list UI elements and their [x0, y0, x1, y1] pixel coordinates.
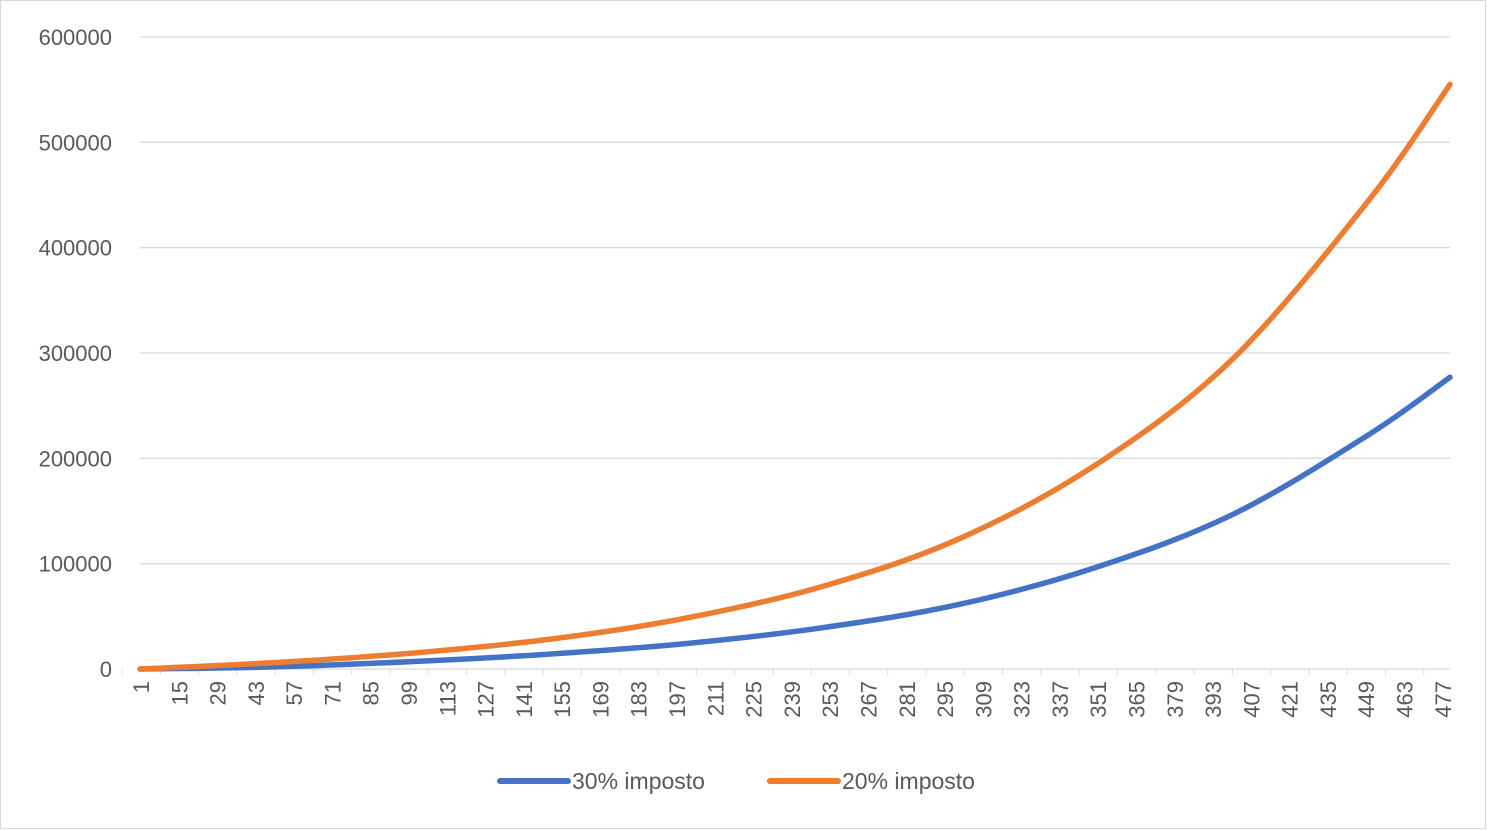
gridlines — [140, 36, 1450, 565]
x-tick-label: 351 — [1086, 681, 1111, 718]
x-tick-label: 225 — [742, 681, 767, 718]
x-axis — [121, 668, 1450, 675]
y-tick-label: 200000 — [39, 446, 112, 471]
x-tick-label: 71 — [320, 681, 345, 705]
x-tick-label: 29 — [206, 681, 231, 705]
legend: 30% imposto 20% imposto — [497, 768, 975, 794]
x-tick-label: 127 — [474, 681, 499, 718]
x-tick-label: 309 — [971, 681, 996, 718]
x-tick-label: 421 — [1278, 681, 1303, 718]
y-axis-tick-labels: 0 100000 200000 300000 400000 500000 600000 — [39, 25, 112, 682]
y-tick-label: 400000 — [39, 236, 112, 261]
x-tick-label: 15 — [167, 681, 192, 705]
x-tick-label: 197 — [665, 681, 690, 718]
x-tick-label: 323 — [1010, 681, 1035, 718]
x-tick-label: 141 — [512, 681, 537, 718]
x-tick-label: 477 — [1431, 681, 1456, 718]
series-line-2 — [137, 81, 1453, 672]
x-axis-tick-labels: 1 15 29 43 57 71 85 99 113 127 141 155 169 183 197 211 2… — [129, 681, 1456, 718]
x-tick-label: 435 — [1316, 681, 1341, 718]
y-tick-label: 500000 — [39, 130, 112, 155]
x-tick-label: 281 — [895, 681, 920, 718]
x-tick-label: 211 — [703, 681, 728, 716]
y-tick-label: 0 — [100, 657, 112, 682]
x-tick-label: 253 — [818, 681, 843, 718]
x-tick-label: 393 — [1201, 681, 1226, 718]
y-tick-label: 600000 — [39, 25, 112, 50]
x-tick-label: 407 — [1239, 681, 1264, 718]
x-tick-label: 267 — [856, 681, 881, 718]
x-tick-label: 365 — [1124, 681, 1149, 718]
x-tick-label: 99 — [397, 681, 422, 705]
series-line-1 — [137, 374, 1453, 672]
x-tick-label: 183 — [627, 681, 652, 718]
x-tick-label: 43 — [244, 681, 269, 705]
x-tick-label: 85 — [359, 681, 384, 705]
x-tick-label: 463 — [1393, 681, 1418, 718]
x-tick-label: 169 — [588, 681, 613, 718]
x-tick-label: 155 — [550, 681, 575, 718]
y-tick-label: 300000 — [39, 341, 112, 366]
y-tick-label: 100000 — [39, 552, 112, 577]
x-tick-label: 239 — [780, 681, 805, 718]
x-tick-label: 337 — [1048, 681, 1073, 718]
x-tick-label: 113 — [435, 681, 460, 716]
x-tick-label: 1 — [129, 681, 154, 693]
x-tick-label: 379 — [1163, 681, 1188, 718]
x-tick-label: 449 — [1354, 681, 1379, 718]
legend-label: 30% imposto — [572, 768, 705, 794]
x-tick-label: 57 — [282, 681, 307, 705]
x-tick-label: 295 — [933, 681, 958, 718]
legend-label: 20% imposto — [842, 768, 975, 794]
series-lines — [137, 81, 1453, 672]
